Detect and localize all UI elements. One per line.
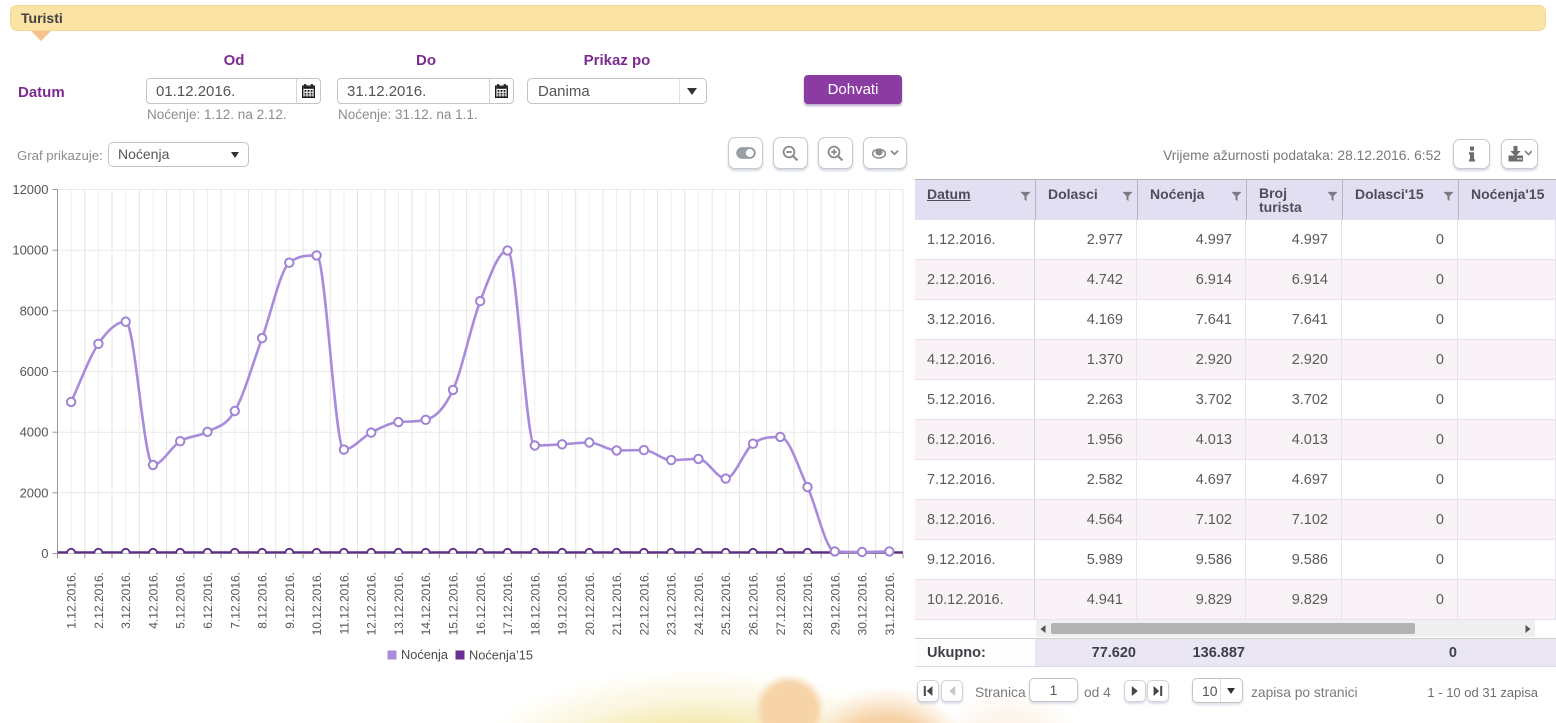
svg-text:7.12.2016.: 7.12.2016. — [228, 572, 242, 629]
svg-text:25.12.2016.: 25.12.2016. — [719, 572, 733, 635]
svg-text:6000: 6000 — [20, 364, 49, 379]
svg-text:18.12.2016.: 18.12.2016. — [528, 572, 542, 635]
svg-text:21.12.2016.: 21.12.2016. — [610, 572, 624, 635]
svg-text:3.12.2016.: 3.12.2016. — [119, 572, 133, 629]
svg-text:30.12.2016.: 30.12.2016. — [856, 572, 870, 635]
svg-text:6.12.2016.: 6.12.2016. — [201, 572, 215, 629]
svg-text:4000: 4000 — [20, 425, 49, 440]
svg-text:27.12.2016.: 27.12.2016. — [774, 572, 788, 635]
svg-text:23.12.2016.: 23.12.2016. — [665, 572, 679, 635]
svg-text:16.12.2016.: 16.12.2016. — [474, 572, 488, 635]
svg-text:Noćenja’15: Noćenja’15 — [469, 648, 533, 663]
svg-text:0: 0 — [41, 546, 48, 561]
svg-text:26.12.2016.: 26.12.2016. — [747, 572, 761, 635]
svg-text:24.12.2016.: 24.12.2016. — [692, 572, 706, 635]
svg-text:2000: 2000 — [20, 485, 49, 500]
svg-text:29.12.2016.: 29.12.2016. — [828, 572, 842, 635]
svg-text:8000: 8000 — [20, 303, 49, 318]
svg-text:12.12.2016.: 12.12.2016. — [365, 572, 379, 635]
svg-text:12000: 12000 — [12, 182, 48, 197]
svg-text:22.12.2016.: 22.12.2016. — [637, 572, 651, 635]
svg-text:20.12.2016.: 20.12.2016. — [583, 572, 597, 635]
svg-text:2.12.2016.: 2.12.2016. — [92, 572, 106, 629]
svg-text:5.12.2016.: 5.12.2016. — [174, 572, 188, 629]
svg-text:19.12.2016.: 19.12.2016. — [556, 572, 570, 635]
svg-text:1.12.2016.: 1.12.2016. — [65, 572, 79, 629]
svg-text:9.12.2016.: 9.12.2016. — [283, 572, 297, 629]
svg-text:14.12.2016.: 14.12.2016. — [419, 572, 433, 635]
svg-text:15.12.2016.: 15.12.2016. — [447, 572, 461, 635]
svg-text:28.12.2016.: 28.12.2016. — [801, 572, 815, 635]
svg-text:13.12.2016.: 13.12.2016. — [392, 572, 406, 635]
svg-text:8.12.2016.: 8.12.2016. — [256, 572, 270, 629]
svg-text:31.12.2016.: 31.12.2016. — [883, 572, 897, 635]
svg-text:10000: 10000 — [12, 243, 48, 258]
svg-text:17.12.2016.: 17.12.2016. — [501, 572, 515, 635]
svg-text:11.12.2016.: 11.12.2016. — [337, 572, 351, 635]
svg-text:10.12.2016.: 10.12.2016. — [310, 572, 324, 635]
svg-text:Noćenja: Noćenja — [401, 647, 449, 662]
svg-text:4.12.2016.: 4.12.2016. — [147, 572, 161, 629]
